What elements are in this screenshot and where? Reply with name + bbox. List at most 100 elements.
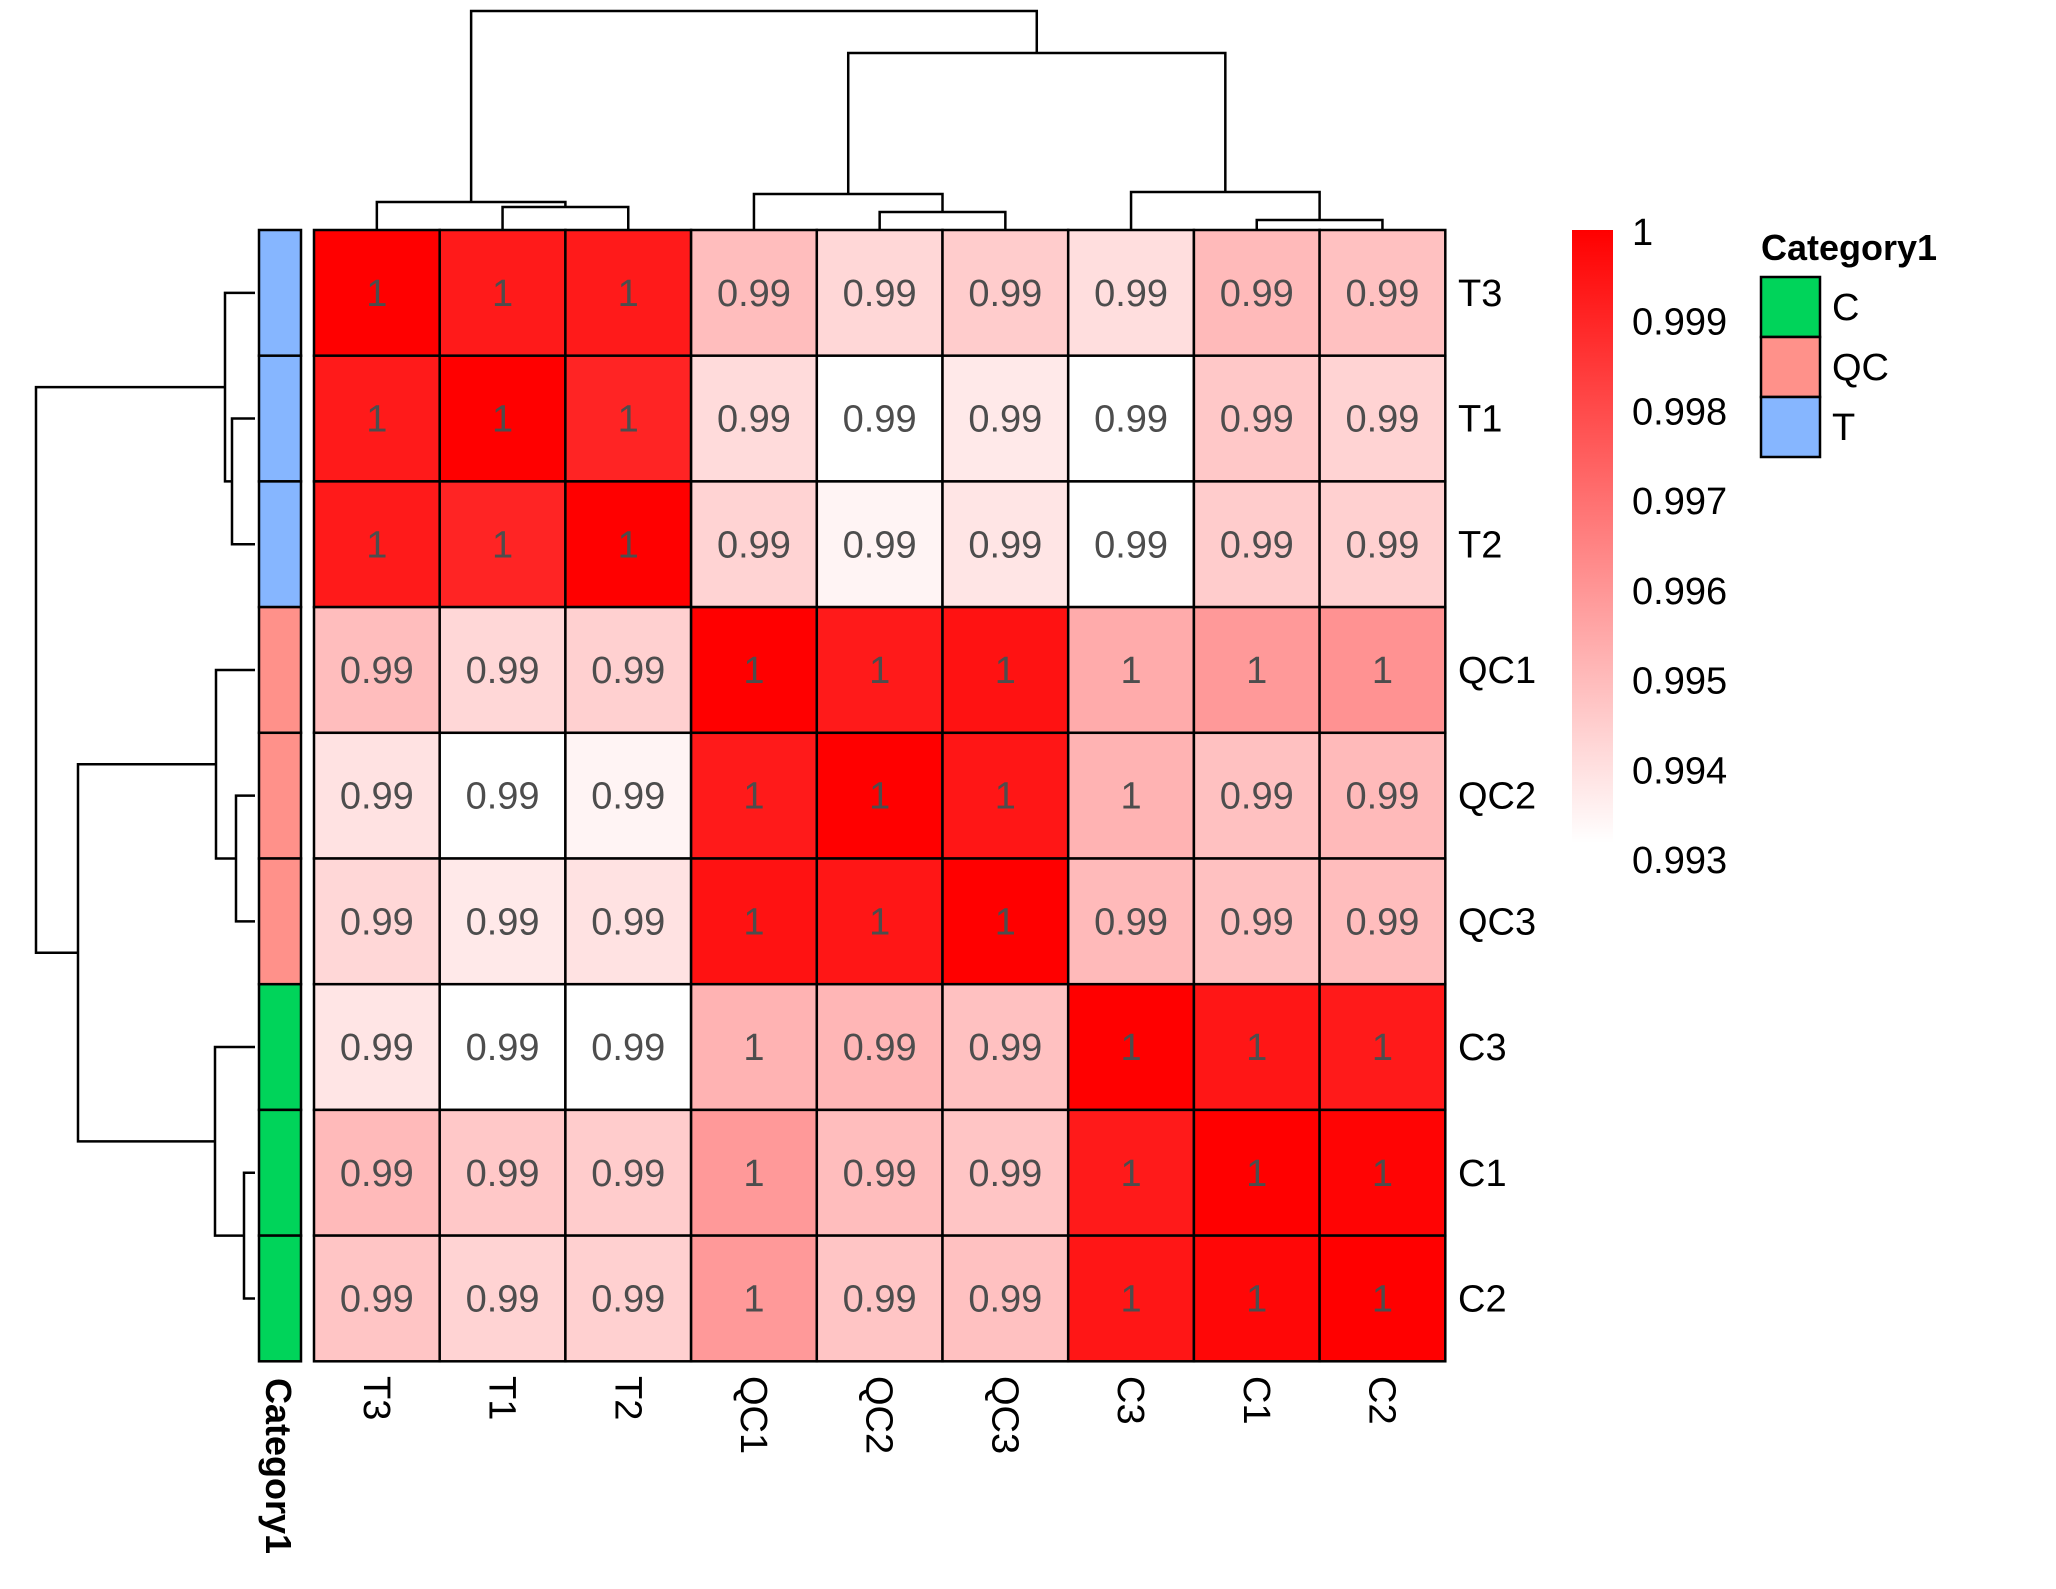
cell-value-label: 1 <box>1120 650 1141 692</box>
dendrogram-branch <box>234 794 255 923</box>
heatmap-cell <box>564 857 693 986</box>
cell-value-label: 1 <box>1246 650 1267 692</box>
cell-value-label: 0.99 <box>466 776 540 818</box>
heatmap-cell <box>1318 1108 1447 1237</box>
column-label: QC1 <box>732 1376 774 1454</box>
colorbar-tick-label: 0.995 <box>1632 661 1727 703</box>
cell-value-label: 1 <box>995 650 1016 692</box>
cell-value-label: 0.99 <box>1345 399 1419 441</box>
cell-value-label: 1 <box>743 1027 764 1069</box>
cell-value-label: 0.99 <box>1345 776 1419 818</box>
heatmap-cell <box>1192 982 1321 1112</box>
heatmap-cell <box>1192 731 1321 860</box>
cell-value-label: 1 <box>366 399 387 441</box>
cell-value-label: 1 <box>869 901 890 943</box>
heatmap-cell <box>438 731 567 860</box>
annotation-cell-t <box>257 228 303 357</box>
cell-value-label: 1 <box>743 1278 764 1320</box>
cell-value-label: 0.99 <box>340 1027 414 1069</box>
heatmap-cell <box>564 605 693 735</box>
cell-value-label: 0.99 <box>717 273 791 315</box>
cell-value-label: 0.99 <box>1345 273 1419 315</box>
heatmap-cell <box>815 480 944 609</box>
row-label: T1 <box>1458 399 1502 441</box>
heatmap-cell <box>941 857 1070 986</box>
heatmap-cell <box>564 354 693 483</box>
cell-value-label: 0.99 <box>466 650 540 692</box>
row-dendrogram <box>34 291 255 1300</box>
cell-value-label: 0.99 <box>1220 524 1294 566</box>
heatmap-cell <box>689 857 819 986</box>
heatmap-cell <box>564 480 693 609</box>
cell-value-label: 0.99 <box>1345 524 1419 566</box>
heatmap-cell <box>815 1108 944 1237</box>
heatmap-cell <box>438 605 567 735</box>
heatmap-cell <box>312 857 441 986</box>
column-label: C1 <box>1235 1376 1277 1425</box>
annotation-axis-label: Category1 <box>258 1378 299 1554</box>
category-annotation-bar <box>257 228 303 1363</box>
cell-value-label: 0.99 <box>1094 901 1168 943</box>
legend-swatch-t <box>1759 395 1822 459</box>
dendrogram-branch <box>76 762 216 1143</box>
cell-value-label: 1 <box>618 524 639 566</box>
heatmap-cell <box>438 982 567 1112</box>
row-label: C2 <box>1458 1278 1507 1320</box>
heatmap-cell <box>312 982 441 1112</box>
cell-value-label: 0.99 <box>968 1153 1042 1195</box>
cell-value-label: 0.99 <box>1220 273 1294 315</box>
cell-value-label: 1 <box>1246 1153 1267 1195</box>
cell-value-label: 1 <box>1120 776 1141 818</box>
column-dendrogram <box>375 9 1384 230</box>
legend-swatch-c <box>1759 275 1822 339</box>
heatmap-cells: 1 1 1 0.99 0.99 0.99 0.99 0.99 0.99 1 1 1 0.99 0.99 0.… <box>312 228 1447 1363</box>
dendrogram-branch <box>223 291 255 483</box>
heatmap-cell <box>1318 1234 1447 1363</box>
heatmap-cell <box>1066 354 1196 483</box>
cell-value-label: 0.99 <box>843 399 917 441</box>
dendrogram-branch <box>469 9 1039 202</box>
cell-value-label: 1 <box>492 524 513 566</box>
annotation-cell-qc <box>257 605 303 735</box>
cell-value-label: 1 <box>1372 1027 1393 1069</box>
row-label: T3 <box>1458 273 1502 315</box>
cell-value-label: 0.99 <box>340 1278 414 1320</box>
heatmap-cell <box>564 228 693 357</box>
annotation-cell-qc <box>257 857 303 986</box>
cell-value-label: 0.99 <box>591 1278 665 1320</box>
heatmap-cell <box>312 1108 441 1237</box>
cell-value-label: 0.99 <box>591 1153 665 1195</box>
heatmap-cell <box>1318 480 1447 609</box>
column-label: T1 <box>481 1376 523 1420</box>
heatmap-cell <box>815 982 944 1112</box>
column-labels: T3 T1 T2 QC1 QC2 QC3 C3 C1 C2 <box>355 1376 1403 1454</box>
column-label: QC3 <box>983 1376 1025 1454</box>
cell-value-label: 0.99 <box>591 1027 665 1069</box>
cell-value-label: 1 <box>743 650 764 692</box>
heatmap-cell <box>1192 480 1321 609</box>
dendrogram-branch <box>846 51 1227 194</box>
heatmap-cell <box>438 1108 567 1237</box>
cell-value-label: 1 <box>618 399 639 441</box>
heatmap-cell <box>689 982 819 1112</box>
annotation-cell-c <box>257 982 303 1112</box>
heatmap-cell <box>1192 354 1321 483</box>
cell-value-label: 0.99 <box>591 650 665 692</box>
cell-value-label: 0.99 <box>843 1027 917 1069</box>
heatmap-cell <box>312 480 441 609</box>
cell-value-label: 1 <box>995 776 1016 818</box>
heatmap-cell <box>1066 1234 1196 1363</box>
cell-value-label: 0.99 <box>1094 399 1168 441</box>
heatmap-cell <box>689 605 819 735</box>
cell-value-label: 1 <box>743 776 764 818</box>
cell-value-label: 1 <box>1372 650 1393 692</box>
row-label: T2 <box>1458 524 1502 566</box>
column-label: C2 <box>1360 1376 1402 1425</box>
cell-value-label: 1 <box>366 524 387 566</box>
cell-value-label: 0.99 <box>843 1153 917 1195</box>
cell-value-label: 0.99 <box>843 524 917 566</box>
cell-value-label: 0.99 <box>968 273 1042 315</box>
cell-value-label: 1 <box>995 901 1016 943</box>
heatmap-cell <box>1318 605 1447 735</box>
heatmap-cell <box>1066 731 1196 860</box>
